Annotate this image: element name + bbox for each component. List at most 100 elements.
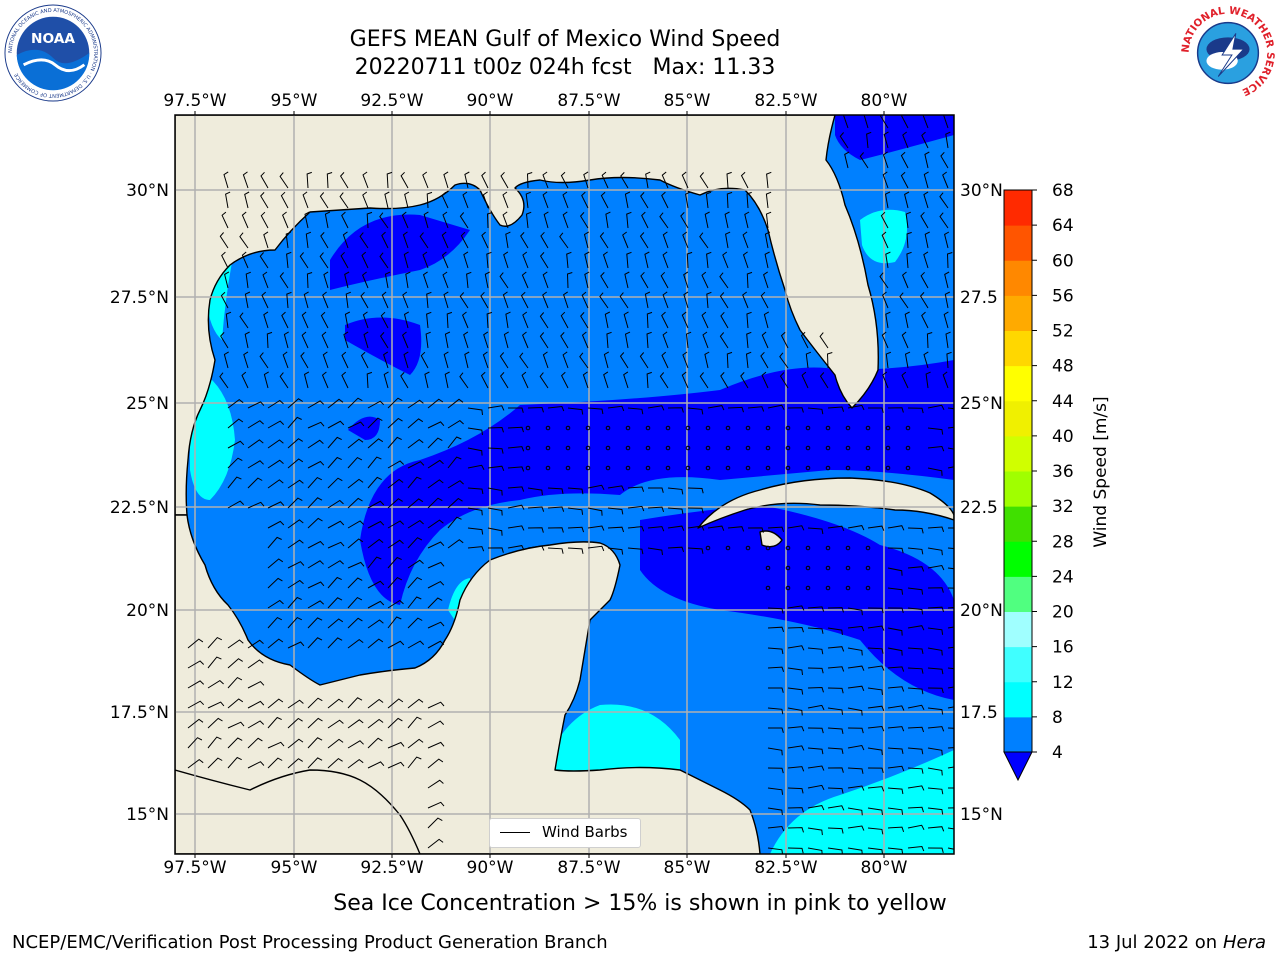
wind-barb: [807, 686, 824, 693]
colorbar-band: [1004, 400, 1032, 437]
lat-labels-left: 30°N 27.5°N 25°N 22.5°N 20°N 17.5°N 15°N: [110, 181, 169, 825]
wind-barb: [904, 351, 911, 369]
wind-barb: [907, 747, 924, 755]
wind-barb: [327, 541, 345, 549]
wind-barb: [744, 211, 750, 229]
wind-barb: [947, 667, 954, 670]
wind-barb: [826, 352, 833, 369]
wind-barb: [902, 131, 909, 149]
wind-barb: [767, 825, 785, 832]
wind-barb: [187, 700, 205, 709]
wind-barb: [405, 271, 411, 289]
wind-barb: [442, 271, 449, 289]
wind-barb: [581, 191, 589, 209]
wind-barb: [746, 331, 752, 349]
wind-barb: [827, 787, 844, 794]
wind-barb: [601, 171, 609, 189]
wind-barb: [887, 587, 904, 595]
wind-barb: [760, 291, 769, 309]
wind-barb: [247, 420, 264, 429]
wind-barb: [607, 485, 625, 491]
lat-label: 30°N: [960, 181, 1003, 201]
wind-barb: [725, 231, 731, 249]
wind-barb: [287, 519, 304, 529]
wind-barb: [527, 487, 543, 496]
wind-barb: [387, 761, 405, 769]
wind-barb: [685, 331, 692, 349]
colorbar-band: [1004, 611, 1032, 648]
wind-barb: [622, 231, 629, 249]
wind-barb: [742, 251, 749, 269]
wind-barb: [502, 211, 509, 229]
lon-labels-top: 97.5°W 95°W 92.5°W 90°W 87.5°W 85°W 82.5…: [163, 91, 907, 111]
wind-barb: [287, 717, 303, 729]
wind-barb: [221, 251, 229, 269]
wind-barb: [659, 212, 669, 229]
wind-barb: [507, 426, 524, 433]
wind-barb: [881, 291, 889, 309]
wind-barb: [301, 311, 309, 329]
wind-barb: [521, 271, 529, 289]
wind-barb: [341, 351, 349, 369]
wind-barb: [407, 519, 424, 529]
wind-barb: [927, 707, 944, 715]
wind-barb: [899, 292, 909, 309]
wind-barb: [467, 447, 483, 456]
wind-barb: [367, 400, 385, 409]
wind-barb: [407, 537, 423, 549]
wind-barb: [920, 271, 929, 289]
lon-label: 95°W: [271, 858, 318, 878]
wind-barb: [807, 527, 824, 535]
wind-barb: [547, 487, 564, 494]
wind-barb: [480, 371, 489, 389]
wind-barb: [525, 191, 531, 209]
wind-barb: [567, 507, 584, 515]
wind-barb: [699, 232, 709, 249]
sea-ice-note: Sea Ice Concentration > 15% is shown in …: [333, 891, 947, 916]
wind-barb: [207, 636, 223, 649]
map-area: [175, 115, 954, 854]
wind-barb: [947, 447, 954, 450]
wind-barb: [339, 172, 349, 189]
wind-barb: [267, 716, 282, 729]
wind-barb: [887, 747, 904, 754]
wind-barb: [303, 291, 309, 309]
wind-barb: [907, 726, 925, 733]
wind-barb: [766, 171, 772, 189]
wind-barb: [244, 331, 250, 349]
wind-barb: [847, 785, 865, 791]
wind-barb: [587, 507, 603, 516]
wind-barb: [662, 251, 669, 269]
wind-barb: [347, 638, 364, 649]
wind-barb: [427, 817, 443, 829]
wind-barb: [827, 406, 845, 412]
wind-barb: [267, 439, 284, 449]
wind-barb: [427, 640, 445, 649]
calm-wind-marker: [605, 445, 611, 451]
wind-barb: [680, 212, 689, 229]
colorbar-band: [1004, 295, 1032, 331]
wind-barb: [407, 399, 424, 409]
wind-barb: [742, 291, 749, 309]
wind-barb: [926, 332, 933, 349]
wind-barb: [699, 172, 709, 189]
wind-barb: [639, 352, 649, 369]
wind-barb: [482, 191, 489, 209]
wind-barb: [241, 371, 249, 389]
wind-barb: [227, 398, 244, 409]
wind-barb: [901, 371, 909, 389]
wind-barb: [948, 787, 954, 789]
lat-label: 17.5: [960, 703, 998, 723]
wind-barb: [842, 115, 849, 129]
calm-wind-marker: [625, 445, 631, 451]
wind-barb: [502, 291, 509, 309]
wind-barb: [220, 332, 229, 349]
wind-barb: [767, 404, 785, 410]
wind-barb: [719, 332, 729, 349]
wind-barb: [499, 372, 509, 389]
wind-barb: [367, 761, 385, 769]
calm-wind-marker: [605, 465, 611, 471]
wind-barb: [227, 639, 244, 649]
wind-barb: [302, 191, 309, 209]
